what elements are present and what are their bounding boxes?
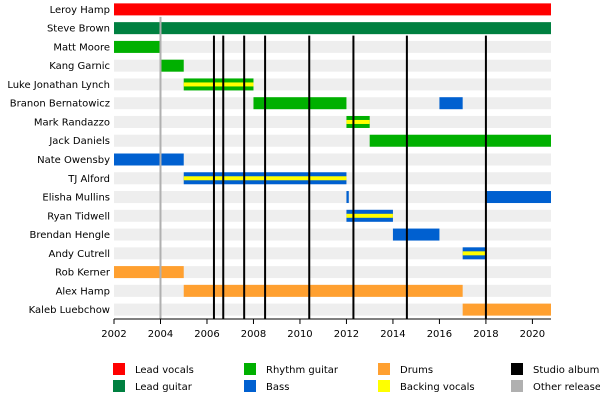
bar-kaleb-luebchow-drums-0 [462,303,551,316]
legend: Lead vocals Lead guitar Rhythm guitar Bass D… [113,363,600,393]
bar-alex-hamp-drums-0 [183,284,463,297]
member-name-jack-daniels: Jack Daniels [48,136,110,147]
bar-branon-bernatowicz-bass-1 [439,97,463,110]
member-name-alex-hamp: Alex Hamp [56,286,110,297]
member-name-kaleb-luebchow: Kaleb Luebchow [29,305,110,316]
legend-label-lead-vocals: Lead vocals [135,365,194,376]
member-name-ryan-tidwell: Ryan Tidwell [47,211,110,222]
x-tick-label-2014: 2014 [380,329,405,340]
bar-rob-kerner-drums-0 [114,266,184,279]
bar-ryan-tidwell-backing-vocals-0 [346,213,393,218]
release-lines [159,16,487,319]
bar-elisha-mullins-bass-0 [346,191,349,204]
member-name-tj-alford: TJ Alford [67,174,110,185]
member-name-elisha-mullins: Elisha Mullins [42,193,110,204]
x-tick-label-2006: 2006 [194,329,219,340]
bar-mark-randazzo-backing-vocals-0 [346,119,370,124]
x-tick-label-2012: 2012 [334,329,359,340]
bar-matt-moore-rhythm-guitar-0 [114,40,161,53]
bar-steve-brown-lead-guitar-0 [114,22,551,35]
member-name-leroy-hamp: Leroy Hamp [50,5,110,16]
x-axis: 2002 2004 2006 2008 2010 2012 2014 2016 2018 2020 [101,318,551,340]
bar-elisha-mullins-bass-1 [485,191,551,204]
member-name-branon-bernatowicz: Branon Bernatowicz [10,99,110,110]
member-name-mark-randazzo: Mark Randazzo [34,117,110,128]
row-stripe-kang-garnic [114,59,551,72]
legend-swatch-lead-vocals [113,363,125,375]
legend-swatch-drums [378,363,390,375]
legend-label-drums: Drums [400,365,433,376]
legend-swatch-studio-album [511,363,523,375]
legend-label-studio-album: Studio album [533,365,599,376]
member-name-matt-moore: Matt Moore [53,42,110,53]
x-tick-label-2004: 2004 [148,329,173,340]
legend-swatch-lead-guitar [113,380,125,392]
x-tick-label-2010: 2010 [287,329,312,340]
legend-label-backing-vocals: Backing vocals [400,382,475,393]
legend-label-other-release: Other release [533,382,600,393]
member-name-brendan-hengle: Brendan Hengle [29,230,110,241]
x-tick-label-2018: 2018 [473,329,498,340]
member-name-andy-cutrell: Andy Cutrell [49,249,110,260]
bar-jack-daniels-rhythm-guitar-0 [369,134,551,147]
legend-label-lead-guitar: Lead guitar [135,382,193,393]
member-name-luke-jonathan-lynch: Luke Jonathan Lynch [7,80,110,91]
member-name-kang-garnic: Kang Garnic [49,61,110,72]
bar-andy-cutrell-backing-vocals-0 [462,251,486,256]
member-name-steve-brown: Steve Brown [47,24,110,35]
legend-swatch-other-release [511,380,523,392]
bar-luke-jonathan-lynch-backing-vocals-0 [183,82,254,87]
legend-label-rhythm-guitar: Rhythm guitar [266,365,339,376]
member-name-nate-owensby: Nate Owensby [37,155,110,166]
x-tick-label-2002: 2002 [101,329,126,340]
bar-nate-owensby-bass-0 [114,153,184,166]
legend-label-bass: Bass [266,382,289,393]
bar-branon-bernatowicz-rhythm-guitar-0 [253,97,347,110]
bar-leroy-hamp-lead-vocals-0 [114,3,551,16]
x-tick-label-2016: 2016 [427,329,452,340]
member-bars [114,3,551,316]
bar-kang-garnic-rhythm-guitar-0 [160,59,184,72]
member-name-rob-kerner: Rob Kerner [55,268,111,279]
bar-brendan-hengle-bass-0 [392,228,440,241]
legend-swatch-backing-vocals [378,380,390,392]
x-tick-label-2020: 2020 [520,329,545,340]
member-names: Leroy Hamp Steve Brown Matt Moore Kang Garn… [7,5,111,316]
x-tick-label-2008: 2008 [241,329,266,340]
legend-swatch-rhythm-guitar [244,363,256,375]
legend-swatch-bass [244,380,256,392]
